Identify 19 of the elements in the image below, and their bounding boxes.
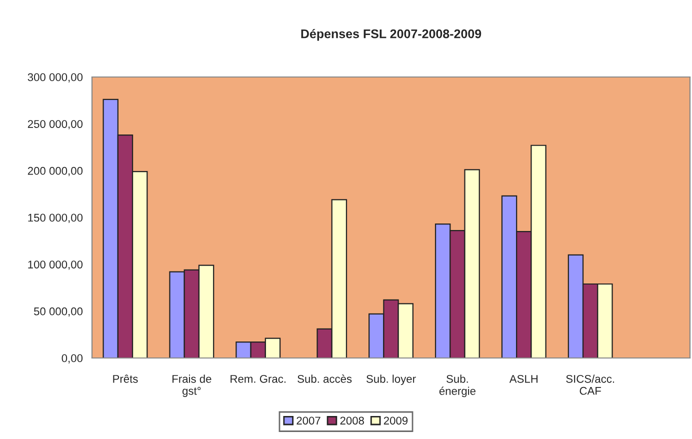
x-tick-label: Sub. accès [298,374,352,383]
x-tick-label: Prêts [113,374,138,383]
chart-title: Dépenses FSL 2007-2008-2009 [301,28,482,41]
legend-label: 2009 [384,416,408,425]
y-tick-label: 200 000,00 [28,166,83,176]
x-tick-label: Frais de gst° [172,374,212,397]
x-tick-label: Sub. loyer [366,374,416,386]
legend-label: 2008 [340,416,364,425]
x-tick-label: Sub. énergie [439,374,476,398]
y-tick-label: 300 000,00 [28,73,83,82]
y-tick-label: 0,00 [62,354,83,364]
x-tick-label: Rem. Grac. [230,374,286,383]
x-tick-label: SICS/acc. CAF [566,374,614,395]
y-tick-label: 100 000,00 [28,260,83,270]
y-tick-label: 150 000,00 [28,214,83,223]
x-tick-label: ASLH [509,374,538,383]
legend-label: 2007 [296,416,320,425]
y-tick-label: 50 000,00 [34,307,83,317]
y-tick-label: 250 000,00 [28,120,83,130]
